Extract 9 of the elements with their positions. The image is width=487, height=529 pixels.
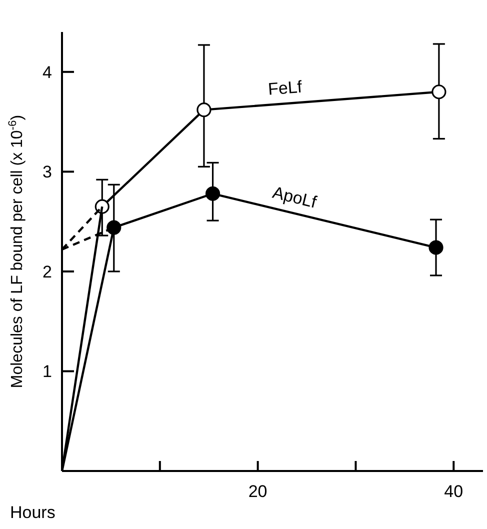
y-tick-label: 3 <box>42 162 52 182</box>
x-tick-label: 40 <box>444 482 464 501</box>
text: ApoLf <box>270 182 319 212</box>
y-tick-label: 4 <box>42 62 52 82</box>
series-label: FeLf <box>267 77 303 99</box>
y-tick-label: 2 <box>42 262 52 282</box>
x-axis-title: Hours <box>10 503 56 522</box>
y-tick-label: 1 <box>42 362 52 382</box>
x-tick-label: 20 <box>248 482 268 501</box>
